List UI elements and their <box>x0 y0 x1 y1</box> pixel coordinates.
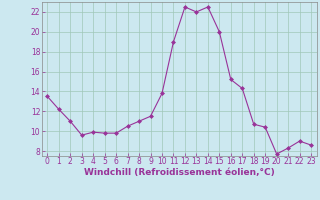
X-axis label: Windchill (Refroidissement éolien,°C): Windchill (Refroidissement éolien,°C) <box>84 168 275 177</box>
